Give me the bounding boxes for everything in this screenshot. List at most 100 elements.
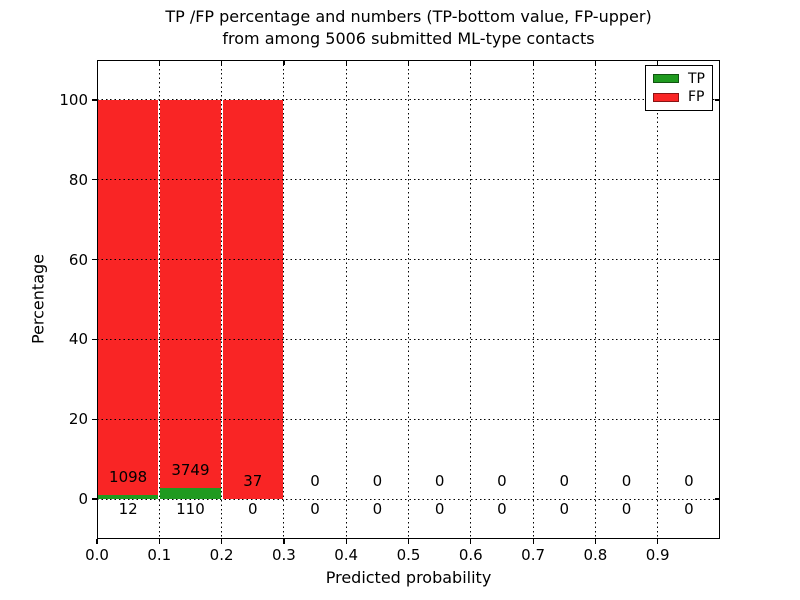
x-tick-mark <box>657 539 659 544</box>
fp-count-label: 0 <box>372 472 383 491</box>
legend-item: FP <box>653 89 705 105</box>
chart-title-line2: from among 5006 submitted ML-type contac… <box>222 29 595 48</box>
gridline-vertical <box>283 60 285 539</box>
x-tick-label: 0.4 <box>334 546 359 564</box>
y-tick-label: 40 <box>68 330 88 349</box>
x-tick-mark-top <box>470 60 472 65</box>
bar-segment-tp <box>98 494 159 500</box>
tp-count-label: 110 <box>176 500 205 519</box>
gridline-horizontal <box>97 338 720 340</box>
gridline-vertical <box>221 60 223 539</box>
tp-count-label: 0 <box>684 500 694 519</box>
chart-title-line1: TP /FP percentage and numbers (TP-bottom… <box>165 7 652 26</box>
fp-count-label: 0 <box>559 472 570 491</box>
fp-count-label: 37 <box>243 472 263 491</box>
x-tick-mark <box>407 539 410 544</box>
bar-segment-fp <box>98 99 159 495</box>
gridline-vertical <box>408 60 409 539</box>
x-tick-mark-top <box>532 60 534 65</box>
fp-count-label: 0 <box>310 472 320 491</box>
x-tick-label: 0.5 <box>396 546 421 564</box>
plot-canvas <box>97 60 720 539</box>
gridline-vertical <box>470 60 472 539</box>
x-tick-label: 0.7 <box>521 546 546 564</box>
x-tick-label: 0.0 <box>85 546 109 564</box>
x-tick-mark <box>158 539 160 544</box>
gridline-vertical <box>532 60 534 539</box>
fp-count-label: 3749 <box>171 460 210 479</box>
tp-count-label: 0 <box>434 500 445 519</box>
gridline-vertical <box>345 60 347 539</box>
tp-count-label: 0 <box>559 500 570 519</box>
x-tick-label: 0.3 <box>271 546 296 564</box>
bar-segment-fp <box>160 99 221 488</box>
tp-count-label: 0 <box>247 500 258 519</box>
tp-count-label: 0 <box>372 500 383 519</box>
x-tick-mark <box>96 539 98 544</box>
y-tick-mark-right <box>715 338 720 341</box>
x-tick-mark-top <box>407 60 410 65</box>
legend: TP FP <box>645 65 713 111</box>
x-tick-label: 0.9 <box>645 546 670 564</box>
x-tick-mark <box>470 539 472 544</box>
chart-title: TP /FP percentage and numbers (TP-bottom… <box>97 6 720 50</box>
tp-legend-swatch <box>653 74 679 84</box>
gridline-vertical <box>158 60 160 539</box>
fp-count-label: 0 <box>497 472 507 491</box>
bar-segment-tp <box>160 487 221 500</box>
fp-count-label: 0 <box>684 472 694 491</box>
y-tick-label: 20 <box>68 410 88 429</box>
y-tick-label: 0 <box>78 490 88 509</box>
x-tick-mark <box>221 539 223 544</box>
bar-segment-fp <box>222 99 283 500</box>
gridline-horizontal <box>97 259 720 261</box>
tp-count-label: 0 <box>310 500 320 519</box>
gridline-horizontal <box>97 179 720 181</box>
y-tick-mark-right <box>715 179 720 181</box>
gridline-horizontal <box>97 498 720 500</box>
x-tick-label: 0.6 <box>458 546 483 564</box>
tp-count-label: 12 <box>118 500 138 519</box>
y-tick-mark-right <box>715 498 720 500</box>
y-tick-mark <box>92 179 97 181</box>
x-tick-mark <box>594 539 597 544</box>
x-tick-label: 0.1 <box>147 546 172 564</box>
x-tick-label: 0.8 <box>583 546 608 564</box>
x-tick-mark <box>345 539 347 544</box>
fp-count-label: 0 <box>621 472 632 491</box>
fp-count-label: 1098 <box>109 467 148 486</box>
y-tick-mark <box>92 258 97 261</box>
y-tick-mark-right <box>715 418 720 420</box>
x-tick-mark <box>283 539 285 544</box>
x-tick-mark <box>532 539 534 544</box>
y-tick-mark-right <box>715 258 720 261</box>
x-tick-label: 0.2 <box>209 546 234 564</box>
legend-item: TP <box>653 71 705 87</box>
gridline-vertical <box>594 60 596 539</box>
legend-label: TP <box>688 70 705 87</box>
y-tick-label: 60 <box>68 250 88 269</box>
y-tick-mark <box>92 338 97 341</box>
fp-count-label: 0 <box>434 472 445 491</box>
y-tick-label: 80 <box>68 170 88 189</box>
tp-count-label: 0 <box>621 500 632 519</box>
y-tick-mark-right <box>715 99 720 101</box>
tp-count-label: 0 <box>497 500 507 519</box>
x-tick-mark-top <box>221 60 223 65</box>
legend-label: FP <box>688 89 705 106</box>
y-tick-label: 100 <box>59 90 88 109</box>
y-tick-mark <box>92 498 97 500</box>
x-tick-mark-top <box>657 60 659 65</box>
x-tick-mark-top <box>594 60 597 65</box>
y-tick-mark <box>92 418 97 420</box>
gridline-horizontal <box>97 99 720 101</box>
gridline-vertical <box>657 60 659 539</box>
x-axis-label: Predicted probability <box>325 568 492 587</box>
x-tick-mark-top <box>345 60 347 65</box>
x-tick-mark-top <box>283 60 285 65</box>
y-tick-mark <box>92 99 97 101</box>
gridline-horizontal <box>97 418 720 420</box>
fp-legend-swatch <box>653 92 679 102</box>
x-tick-mark-top <box>158 60 160 65</box>
